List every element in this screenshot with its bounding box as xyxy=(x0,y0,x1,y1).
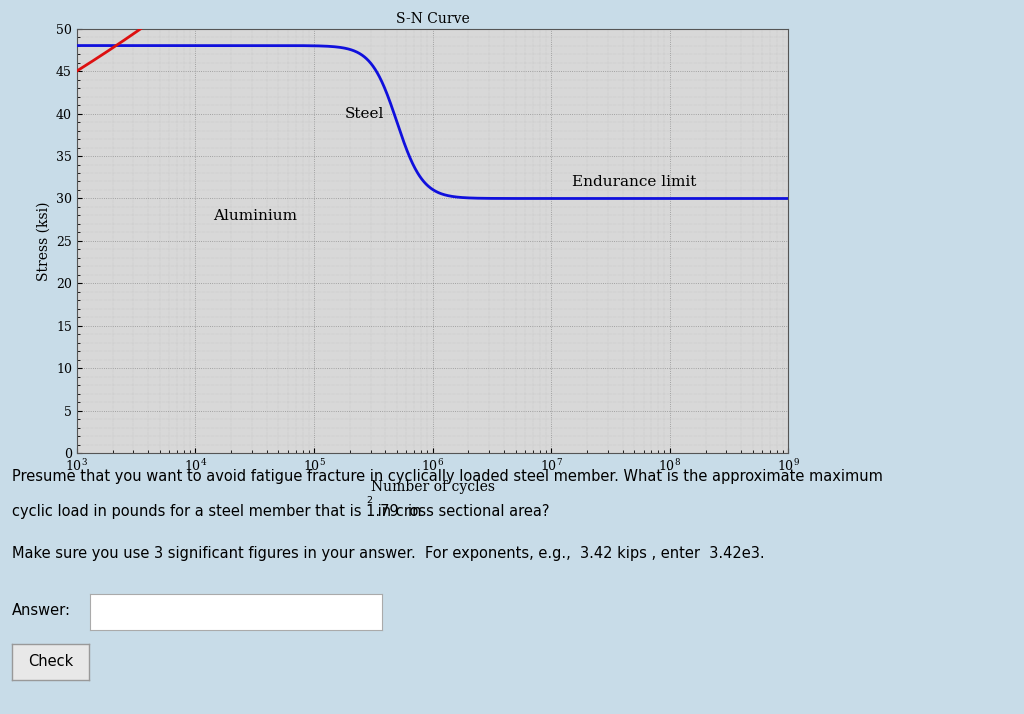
Text: in cross sectional area?: in cross sectional area? xyxy=(373,503,549,518)
Text: Check: Check xyxy=(28,654,74,670)
Text: Make sure you use 3 significant figures in your answer.  For exponents, e.g.,  3: Make sure you use 3 significant figures … xyxy=(12,546,765,561)
Text: Presume that you want to avoid fatigue fracture in cyclically loaded steel membe: Presume that you want to avoid fatigue f… xyxy=(12,468,883,483)
Text: Steel: Steel xyxy=(344,107,384,121)
Title: S-N Curve: S-N Curve xyxy=(395,12,470,26)
Text: cyclic load in pounds for a steel member that is 1.79  in: cyclic load in pounds for a steel member… xyxy=(12,503,422,518)
X-axis label: Number of cycles: Number of cycles xyxy=(371,480,495,493)
Text: 2: 2 xyxy=(367,496,373,506)
Text: Aluminium: Aluminium xyxy=(213,208,297,223)
Text: Endurance limit: Endurance limit xyxy=(572,175,696,188)
Text: Answer:: Answer: xyxy=(12,603,72,618)
Y-axis label: Stress (ksi): Stress (ksi) xyxy=(37,201,50,281)
